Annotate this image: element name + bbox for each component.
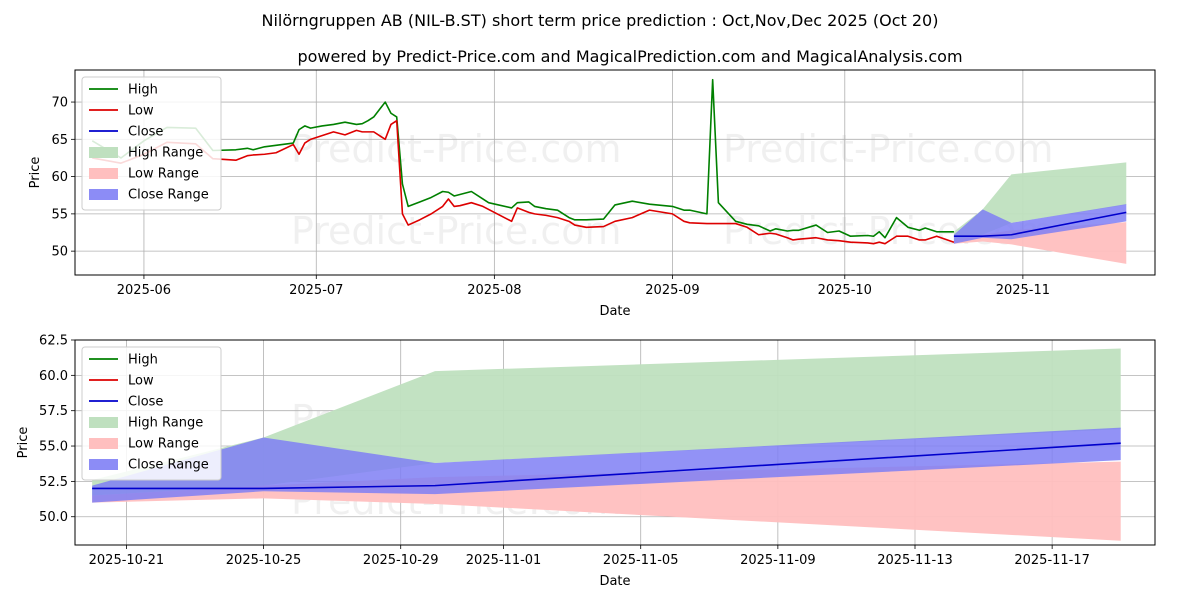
series-line-close bbox=[92, 442, 1121, 490]
y-tick-label: 65 bbox=[51, 133, 68, 148]
x-tick-label: 2025-10-21 bbox=[89, 553, 165, 568]
legend-label-high-range: High Range bbox=[128, 416, 203, 431]
y-axis-label: Price bbox=[28, 157, 43, 189]
x-tick-label: 2025-11-17 bbox=[1014, 553, 1090, 568]
x-axis-label: Date bbox=[599, 574, 630, 589]
range-band-low-range bbox=[92, 461, 1121, 541]
series-line-low bbox=[92, 119, 955, 245]
legend-label-close-range: Close Range bbox=[128, 458, 209, 473]
x-tick-label: 2025-08 bbox=[467, 283, 521, 298]
series-line-high bbox=[91, 78, 954, 239]
legend-label-high: High bbox=[128, 353, 158, 368]
y-tick-label: 52.5 bbox=[39, 475, 68, 490]
top-chart-panel: Predict-Price.com Predict-Price.comPredic… bbox=[28, 69, 1156, 319]
y-tick-label: 55 bbox=[51, 207, 68, 222]
legend-swatch-close-range bbox=[89, 189, 118, 200]
legend-label-close-range: Close Range bbox=[128, 188, 209, 203]
y-tick-label: 60 bbox=[51, 170, 68, 185]
x-tick-label: 2025-10-29 bbox=[363, 553, 439, 568]
plot-area bbox=[91, 78, 1127, 264]
legend-label-high: High bbox=[128, 83, 158, 98]
legend-label-high-range: High Range bbox=[128, 146, 203, 161]
bottom-chart-panel: Predict-Price.comPredict-Price.comPredic… bbox=[16, 334, 1156, 589]
range-band-close-range bbox=[92, 427, 1121, 503]
x-tick-label: 2025-11-05 bbox=[603, 553, 679, 568]
legend-label-low-range: Low Range bbox=[128, 167, 199, 182]
x-tick-label: 2025-11-09 bbox=[740, 553, 816, 568]
x-tick-label: 2025-11-13 bbox=[877, 553, 953, 568]
series-line-close bbox=[953, 211, 1127, 238]
x-axis-label: Date bbox=[599, 304, 630, 319]
watermark-text: Predict-Price.com bbox=[291, 209, 622, 253]
legend-swatch-high-range bbox=[89, 417, 118, 428]
legend-label-low-range: Low Range bbox=[128, 437, 199, 452]
x-tick-label: 2025-07 bbox=[289, 283, 343, 298]
x-tick-label: 2025-10-25 bbox=[226, 553, 302, 568]
x-tick-label: 2025-11 bbox=[996, 283, 1050, 298]
legend-label-close: Close bbox=[128, 125, 163, 140]
x-tick-label: 2025-10 bbox=[818, 283, 872, 298]
y-tick-label: 70 bbox=[51, 96, 68, 111]
chart-title: Nilörngruppen AB (NIL-B.ST) short term p… bbox=[262, 11, 939, 30]
x-tick-label: 2025-09 bbox=[645, 283, 699, 298]
y-tick-label: 62.5 bbox=[39, 334, 68, 349]
legend-label-close: Close bbox=[128, 395, 163, 410]
axes-frame bbox=[74, 69, 1156, 276]
legend-label-low: Low bbox=[128, 374, 154, 389]
range-band-close-range bbox=[953, 204, 1127, 244]
x-tick-label: 2025-06 bbox=[117, 283, 171, 298]
y-tick-label: 60.0 bbox=[39, 369, 68, 384]
watermark-text: Predict-Price.com bbox=[723, 127, 1054, 171]
y-axis-label: Price bbox=[16, 427, 31, 459]
plot-area bbox=[92, 348, 1121, 541]
legend-swatch-low-range bbox=[89, 168, 118, 179]
axes-frame bbox=[74, 339, 1156, 546]
legend-swatch-close-range bbox=[89, 459, 118, 470]
y-tick-label: 50 bbox=[51, 245, 68, 260]
y-tick-label: 50.0 bbox=[39, 510, 68, 525]
legend-swatch-high-range bbox=[89, 147, 118, 158]
x-tick-label: 2025-11-01 bbox=[466, 553, 542, 568]
legend-label-low: Low bbox=[128, 104, 154, 119]
legend-swatch-low-range bbox=[89, 438, 118, 449]
chart-subtitle: powered by Predict-Price.com and Magical… bbox=[297, 47, 962, 66]
y-tick-label: 57.5 bbox=[39, 404, 68, 419]
y-tick-label: 55.0 bbox=[39, 440, 68, 455]
